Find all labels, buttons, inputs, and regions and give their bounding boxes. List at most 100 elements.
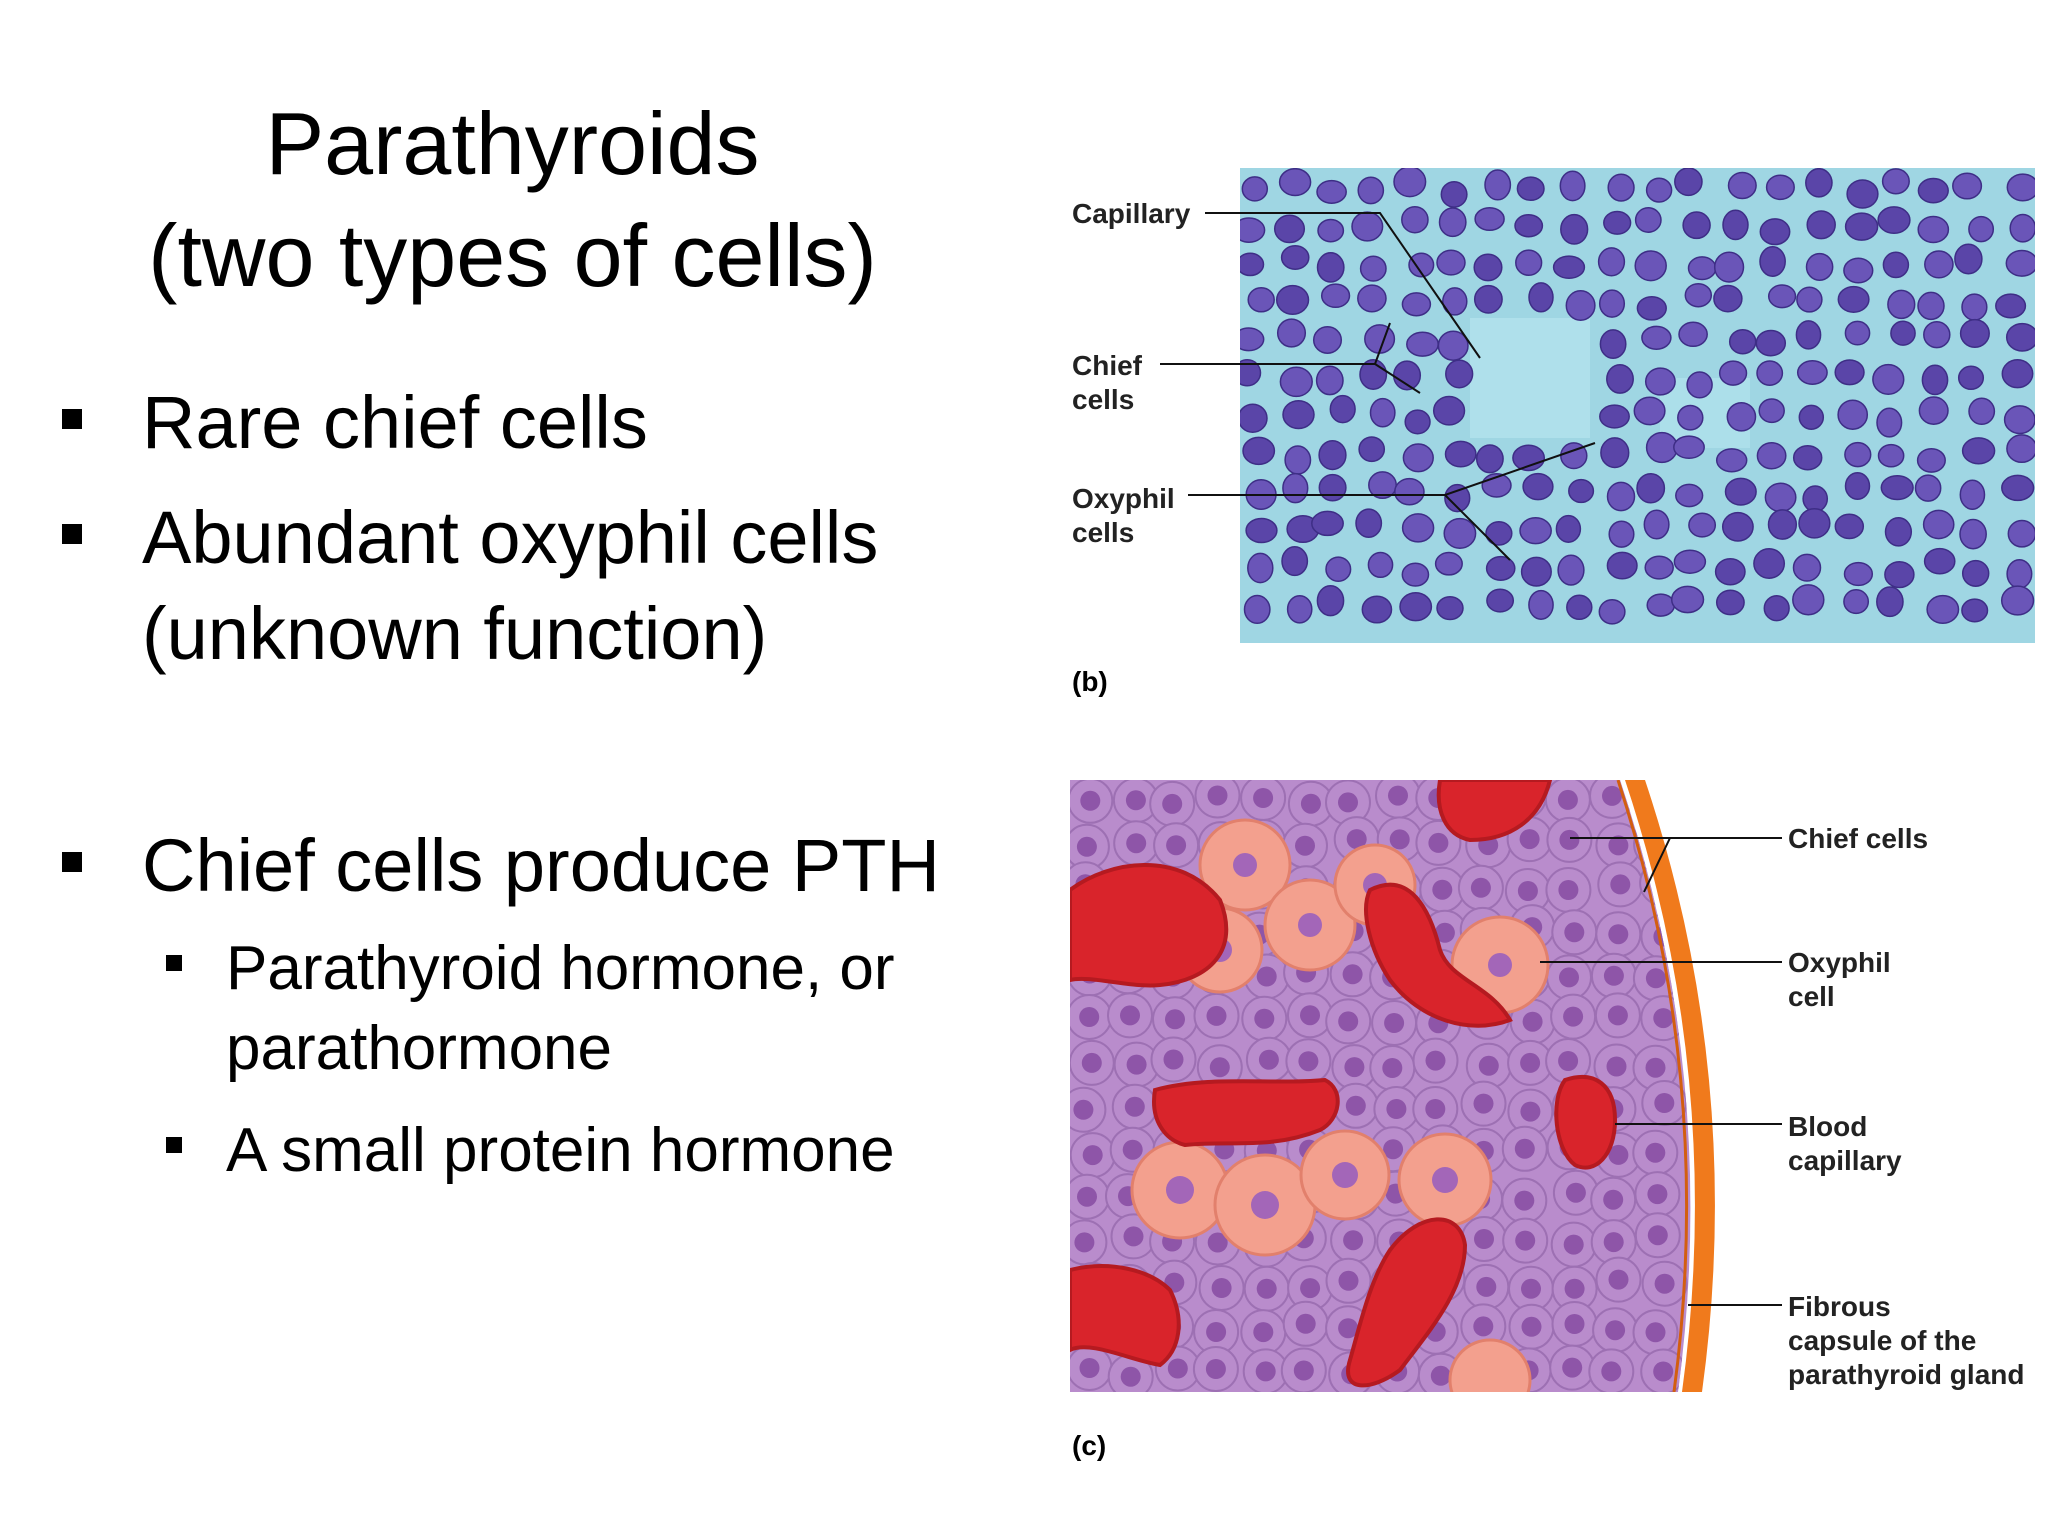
nucleus: [1959, 318, 1990, 348]
nucleus: [1795, 320, 1822, 350]
nucleus: [1485, 555, 1516, 581]
nucleus: [1474, 206, 1505, 232]
nucleus: [1643, 509, 1670, 540]
label-chief-line-1: Chief: [1072, 350, 1142, 381]
sub-bullet-small-protein-hormone: A small protein hormone: [166, 1111, 895, 1191]
chief-cell-nucleus: [1256, 966, 1277, 987]
nucleus: [2005, 322, 2035, 352]
nucleus: [1633, 396, 1666, 426]
nucleus: [1995, 293, 2027, 319]
nucleus: [1641, 325, 1672, 350]
nucleus: [1280, 245, 1310, 270]
sub-bullet-text: A small protein hormone: [226, 1116, 895, 1185]
chief-cell-nucleus: [1082, 1145, 1103, 1166]
nucleus: [1844, 471, 1871, 501]
chief-cell-nucleus: [1073, 1099, 1094, 1120]
chief-cell-nucleus: [1162, 793, 1183, 814]
nucleus: [1682, 211, 1711, 240]
chief-cell-nucleus: [1343, 1230, 1364, 1251]
label-fibrous-line-3: parathyroid gland: [1788, 1359, 2025, 1390]
leader-line-chief-c-2: [1643, 837, 1671, 893]
nucleus: [1968, 397, 1996, 426]
chief-cell-nucleus: [1654, 1273, 1675, 1294]
nucleus: [1843, 257, 1874, 284]
nucleus: [1401, 205, 1429, 234]
chief-cell-nucleus: [1382, 1058, 1403, 1078]
nucleus: [1522, 472, 1554, 501]
nucleus: [1402, 443, 1434, 473]
label-capillary: Capillary: [1072, 198, 1191, 229]
nucleus: [1890, 320, 1916, 346]
nucleus: [1315, 365, 1344, 396]
nucleus: [1917, 215, 1950, 244]
title-line-2: (two types of cells): [148, 206, 877, 305]
oxyphil-nucleus: [1298, 913, 1322, 937]
nucleus: [1442, 287, 1468, 316]
nucleus: [1316, 252, 1345, 283]
chief-cell-nucleus: [1521, 1278, 1541, 1299]
figure-c-leader-lines: [1540, 837, 1782, 1306]
illustration-figure-c: [1070, 780, 1715, 1392]
nucleus: [1798, 507, 1831, 539]
chief-cell-nucleus: [1295, 835, 1315, 856]
nucleus: [1959, 518, 1987, 550]
nucleus: [1636, 472, 1666, 504]
label-chief-cells-b: Chief cells: [1072, 349, 1142, 417]
chief-cell-nucleus: [1563, 1234, 1584, 1255]
nucleus: [1877, 443, 1905, 468]
nucleus: [1834, 359, 1865, 386]
chief-cell-nucleus: [1345, 1095, 1366, 1116]
label-fibrous-capsule-c: Fibrous capsule of the parathyroid gland: [1788, 1290, 2024, 1392]
nuclei-group: [1240, 168, 2035, 625]
nucleus: [1557, 554, 1585, 586]
nucleus: [1721, 511, 1754, 542]
title-line-1: Parathyroids: [265, 94, 760, 193]
chief-cell-nucleus: [1258, 1049, 1279, 1070]
label-fibrous-line-1: Fibrous: [1788, 1291, 1891, 1322]
nucleus: [1560, 213, 1589, 245]
nucleus: [1242, 436, 1276, 466]
nucleus: [2007, 519, 2035, 548]
chief-cell-nucleus: [1521, 1316, 1542, 1337]
chief-cell-nucleus: [1559, 967, 1579, 988]
nucleus: [1876, 586, 1904, 618]
nucleus: [1408, 252, 1435, 278]
chief-cell-nucleus: [1346, 829, 1367, 850]
nucleus: [1241, 176, 1269, 202]
nucleus: [1805, 252, 1834, 281]
chief-cell-nucleus: [1125, 790, 1146, 811]
chief-cell-nucleus: [1647, 1225, 1668, 1246]
nucleus: [1320, 283, 1351, 309]
nucleus: [1882, 251, 1910, 279]
chief-cell-nucleus: [1603, 965, 1624, 986]
blood-capillary: [1436, 780, 1553, 843]
bullet-chief-cells-produce-pth: Chief cells produce PTH: [62, 818, 940, 914]
chief-cell-nucleus: [1432, 879, 1453, 900]
nucleus: [1726, 401, 1757, 432]
nucleus: [1599, 329, 1627, 360]
nucleus: [2009, 213, 2035, 243]
chief-cell-nucleus: [1474, 1229, 1494, 1249]
nucleus: [1756, 360, 1784, 386]
bullet-abundant-oxyphil-cells: Abundant oxyphil cells (unknown function…: [62, 490, 878, 682]
chief-cell-nucleus: [1603, 1232, 1624, 1253]
chief-cell-nucleus: [1209, 1057, 1230, 1078]
nucleus: [2006, 434, 2035, 464]
nucleus: [1961, 559, 1990, 587]
chief-cell-nucleus: [1607, 1005, 1628, 1026]
nucleus: [1843, 561, 1874, 587]
nucleus: [1678, 321, 1708, 348]
nucleus: [1276, 318, 1307, 348]
nucleus: [1767, 509, 1798, 540]
sub-bullet-text: parathormone: [226, 1014, 613, 1083]
label-chief-cells-c: Chief cells: [1788, 823, 1929, 854]
nucleus: [1393, 168, 1427, 198]
chief-cell-nucleus: [1520, 1052, 1541, 1073]
oxyphil-nucleus: [1432, 1167, 1458, 1193]
chief-cell-nucleus: [1256, 1278, 1277, 1299]
chief-cell-nucleus: [1124, 1096, 1145, 1117]
nucleus: [1278, 168, 1312, 197]
nucleus: [2006, 173, 2035, 202]
chief-cell-nucleus: [1564, 922, 1585, 943]
